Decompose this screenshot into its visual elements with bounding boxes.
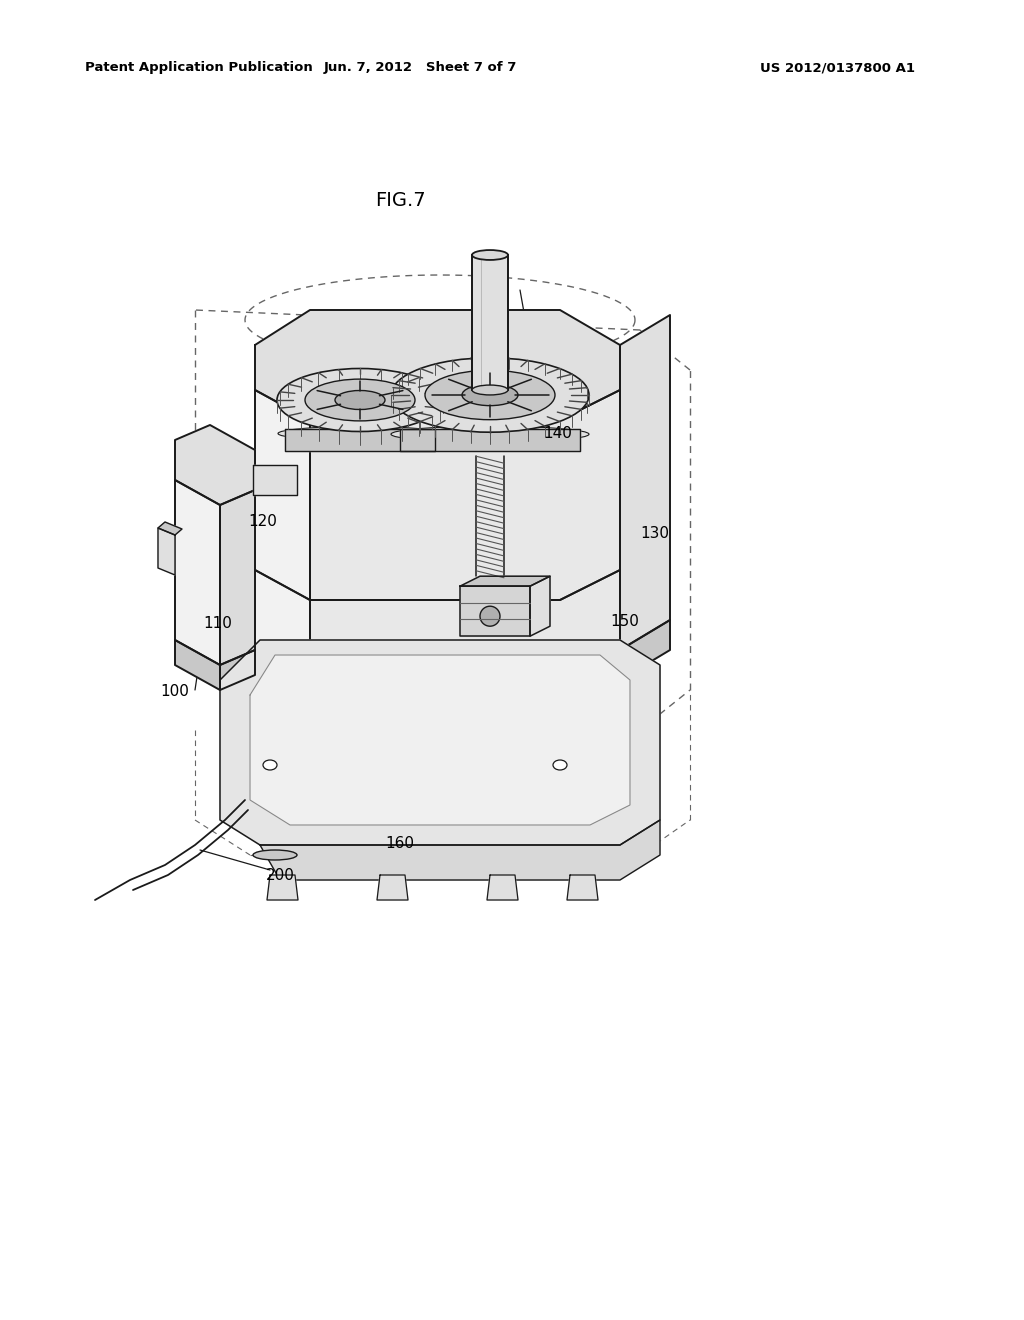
Polygon shape	[285, 429, 435, 450]
Text: Patent Application Publication: Patent Application Publication	[85, 62, 312, 74]
Polygon shape	[250, 655, 630, 825]
Polygon shape	[220, 640, 660, 845]
Ellipse shape	[335, 391, 385, 409]
Ellipse shape	[472, 249, 508, 260]
Ellipse shape	[425, 371, 555, 420]
Ellipse shape	[253, 850, 297, 861]
Text: 150: 150	[610, 615, 639, 630]
Polygon shape	[310, 570, 620, 680]
Ellipse shape	[462, 384, 518, 405]
Text: 200: 200	[265, 867, 295, 883]
Polygon shape	[567, 875, 598, 900]
Ellipse shape	[278, 426, 442, 441]
Ellipse shape	[480, 606, 500, 626]
Polygon shape	[400, 429, 580, 451]
Polygon shape	[460, 577, 550, 586]
Polygon shape	[530, 577, 550, 636]
Polygon shape	[158, 528, 175, 576]
Polygon shape	[158, 521, 182, 535]
Ellipse shape	[305, 379, 415, 421]
Text: FIG.7: FIG.7	[375, 190, 425, 210]
Polygon shape	[255, 310, 620, 420]
Bar	[472, 255, 508, 389]
Polygon shape	[220, 649, 255, 690]
Ellipse shape	[278, 368, 443, 432]
Polygon shape	[220, 490, 255, 665]
Ellipse shape	[391, 358, 589, 432]
Polygon shape	[175, 425, 255, 506]
Ellipse shape	[391, 426, 589, 442]
Text: Jun. 7, 2012   Sheet 7 of 7: Jun. 7, 2012 Sheet 7 of 7	[324, 62, 517, 74]
Polygon shape	[255, 570, 310, 680]
Polygon shape	[620, 315, 670, 649]
Text: 160: 160	[385, 836, 415, 850]
Text: 120: 120	[249, 515, 278, 529]
Text: US 2012/0137800 A1: US 2012/0137800 A1	[760, 62, 915, 74]
Polygon shape	[310, 389, 620, 601]
Polygon shape	[620, 620, 670, 680]
Polygon shape	[175, 640, 220, 690]
Text: 130: 130	[640, 525, 670, 540]
Text: 110: 110	[204, 616, 232, 631]
Text: 140: 140	[544, 425, 572, 441]
Text: 100: 100	[161, 685, 189, 700]
Polygon shape	[487, 875, 518, 900]
Polygon shape	[267, 875, 298, 900]
Polygon shape	[253, 465, 297, 495]
Polygon shape	[460, 586, 530, 636]
Ellipse shape	[263, 760, 278, 770]
Polygon shape	[175, 480, 220, 665]
Ellipse shape	[472, 385, 508, 395]
Polygon shape	[377, 875, 408, 900]
Polygon shape	[260, 820, 660, 880]
Ellipse shape	[553, 760, 567, 770]
Polygon shape	[255, 389, 310, 601]
